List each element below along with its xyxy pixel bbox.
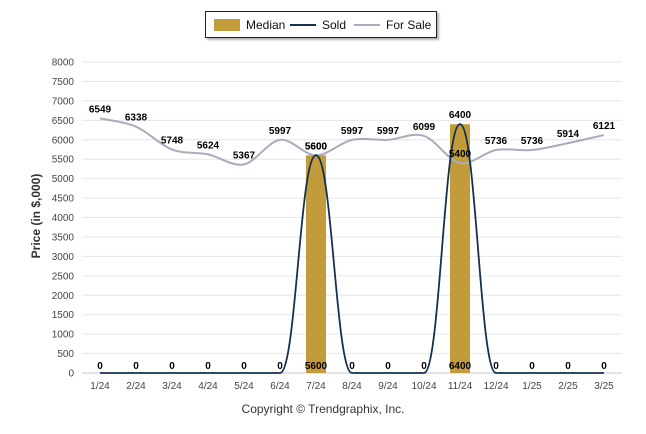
y-tick-label: 1000 — [52, 330, 75, 341]
x-tick-label: 3/24 — [162, 381, 182, 392]
x-tick-label: 7/24 — [306, 381, 326, 392]
legend-item-sold[interactable]: Sold — [290, 18, 346, 32]
median-bar — [306, 155, 326, 373]
sold-label: 0 — [421, 361, 427, 372]
for-sale-label: 6099 — [413, 122, 436, 133]
y-tick-label: 4000 — [52, 213, 75, 224]
sold-label: 0 — [241, 361, 247, 372]
x-tick-label: 2/24 — [126, 381, 146, 392]
legend-label-for-sale: For Sale — [386, 18, 432, 32]
x-tick-label: 2/25 — [558, 381, 578, 392]
y-tick-label: 2500 — [52, 271, 75, 282]
for-sale-label: 5400 — [449, 149, 472, 160]
y-tick-label: 7000 — [52, 96, 75, 107]
y-tick-label: 4500 — [52, 194, 75, 205]
y-tick-label: 2000 — [52, 291, 75, 302]
for-sale-label: 5997 — [269, 126, 292, 137]
sold-swatch — [290, 24, 316, 26]
data-labels: 0 0 0 0 0 0 0 0 0 0 0 0 0 5600 6400 6549 6338 5748 5624 536… — [89, 104, 616, 372]
for-sale-label: 5997 — [377, 126, 400, 137]
y-tick-label: 5500 — [52, 155, 75, 166]
sold-peak-label: 5600 — [305, 141, 328, 152]
legend-label-sold: Sold — [322, 18, 347, 32]
y-tick-label: 6000 — [52, 135, 75, 146]
for-sale-label: 5997 — [341, 126, 364, 137]
sold-label: 0 — [169, 361, 175, 372]
sold-label: 0 — [205, 361, 211, 372]
x-tick-labels: 1/24 2/24 3/24 4/24 5/24 6/24 7/24 8/24 9/24 10/2… — [90, 381, 614, 392]
y-tick-label: 6500 — [52, 116, 75, 127]
copyright-footer: Copyright © Trendgraphix, Inc. — [241, 402, 405, 416]
y-tick-label: 3000 — [52, 252, 75, 263]
x-tick-label: 3/25 — [594, 381, 614, 392]
grid-lines — [82, 61, 622, 374]
y-tick-label: 5000 — [52, 174, 75, 185]
sold-label: 0 — [349, 361, 355, 372]
median-label: 6400 — [449, 361, 472, 372]
sold-line — [100, 123, 604, 374]
sold-label: 0 — [277, 361, 283, 372]
y-tick-label: 8000 — [52, 58, 75, 69]
x-tick-label: 10/24 — [411, 381, 436, 392]
y-tick-label: 7500 — [52, 77, 75, 88]
sold-label: 0 — [133, 361, 139, 372]
legend-item-for-sale[interactable]: For Sale — [354, 18, 431, 32]
x-tick-label: 5/24 — [234, 381, 254, 392]
sold-label: 0 — [493, 361, 499, 372]
y-tick-label: 0 — [68, 369, 74, 380]
median-bars — [306, 124, 470, 373]
x-tick-label: 1/25 — [522, 381, 542, 392]
for-sale-label: 5624 — [197, 140, 220, 151]
for-sale-line — [99, 117, 605, 166]
y-tick-label: 3500 — [52, 232, 75, 243]
for-sale-label: 5914 — [557, 129, 580, 140]
sold-peak-label: 6400 — [449, 110, 472, 121]
y-axis-title: Price (in $,000) — [29, 173, 43, 259]
y-tick-label: 500 — [57, 349, 74, 360]
x-tick-label: 9/24 — [378, 381, 398, 392]
x-tick-label: 4/24 — [198, 381, 218, 392]
x-tick-label: 12/24 — [483, 381, 508, 392]
x-tick-label: 1/24 — [90, 381, 110, 392]
y-tick-label: 1500 — [52, 310, 75, 321]
median-swatch — [214, 19, 240, 31]
legend: Median Sold For Sale — [205, 11, 437, 38]
median-bar — [450, 124, 470, 373]
y-tick-labels: 0 500 1000 1500 2000 2500 3000 3500 4000 4500 5000… — [52, 58, 75, 380]
sold-label: 0 — [601, 361, 607, 372]
legend-item-median[interactable]: Median — [214, 18, 285, 32]
sold-label: 0 — [97, 361, 103, 372]
median-label: 5600 — [305, 361, 328, 372]
for-sale-label: 5367 — [233, 150, 256, 161]
x-tick-label: 8/24 — [342, 381, 362, 392]
legend-label-median: Median — [246, 18, 286, 32]
x-tick-label: 6/24 — [270, 381, 290, 392]
sold-label: 0 — [529, 361, 535, 372]
x-tick-label: 11/24 — [448, 381, 473, 392]
for-sale-label: 5736 — [485, 136, 508, 147]
for-sale-label: 6549 — [89, 104, 112, 115]
sold-label: 0 — [385, 361, 391, 372]
for-sale-label: 5600 — [305, 141, 328, 152]
sold-label: 0 — [565, 361, 571, 372]
for-sale-label: 5748 — [161, 136, 184, 147]
series-lines — [99, 117, 605, 374]
for-sale-swatch — [354, 24, 380, 26]
for-sale-label: 6338 — [125, 113, 148, 124]
for-sale-label: 5736 — [521, 136, 544, 147]
for-sale-label: 6121 — [593, 121, 616, 132]
